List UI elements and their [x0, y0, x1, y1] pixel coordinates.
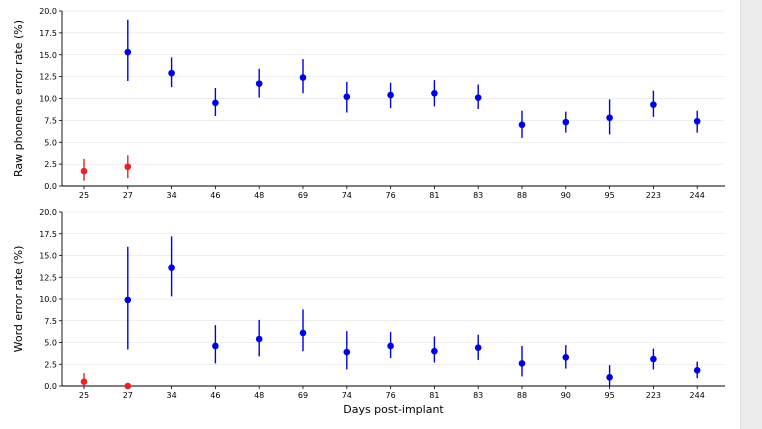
data-point — [693, 367, 701, 374]
data-point — [474, 344, 482, 352]
data-point — [124, 48, 132, 56]
y-tick-label: 12.5 — [39, 73, 57, 82]
x-tick-label: 34 — [167, 191, 177, 200]
y-tick-label: 12.5 — [39, 273, 57, 282]
data-point — [693, 117, 701, 125]
data-point — [299, 74, 307, 81]
x-tick-label: 83 — [473, 391, 483, 400]
y-tick-label: 0.0 — [44, 382, 57, 391]
x-tick-label: 88 — [517, 391, 527, 400]
data-point — [518, 121, 526, 129]
y-tick-label: 5.0 — [44, 138, 57, 147]
chart-panel-1: 0.0 2.5 5.0 7.5 10.0 12.5 15.0 17.5 20.0 25 27 34 46… — [12, 7, 725, 200]
x-tick-label: 88 — [517, 191, 527, 200]
x-tick-label: 95 — [605, 191, 615, 200]
x-axis-label: Days post-implant — [343, 403, 444, 416]
data-point — [343, 348, 351, 356]
y-axis-label: Word error rate (%) — [12, 246, 25, 353]
data-point — [562, 118, 570, 126]
data-point — [299, 329, 307, 337]
data-point — [343, 93, 351, 101]
y-tick-label: 20.0 — [39, 7, 57, 16]
y-tick-label: 10.0 — [39, 95, 57, 104]
y-tick-label: 17.5 — [39, 29, 57, 38]
y-tick-label: 10.0 — [39, 295, 57, 304]
x-tick-label: 244 — [690, 391, 705, 400]
data-point — [431, 89, 438, 97]
x-tick-label: 27 — [123, 191, 133, 200]
data-point — [124, 382, 132, 390]
x-tick-label: 25 — [79, 191, 89, 200]
y-tick-label: 0.0 — [44, 182, 57, 191]
y-tick-label: 7.5 — [44, 317, 57, 326]
data-point — [80, 167, 88, 175]
data-point — [212, 99, 219, 107]
x-tick-label: 76 — [386, 191, 396, 200]
data-point — [124, 296, 132, 304]
y-tick-label: 5.0 — [44, 339, 57, 348]
x-tick-label: 83 — [473, 191, 483, 200]
x-tick-label: 69 — [298, 191, 308, 200]
x-tick-label: 223 — [646, 191, 661, 200]
data-point — [606, 374, 613, 381]
data-point — [606, 114, 613, 122]
data-point — [518, 360, 526, 367]
x-tick-label: 46 — [210, 391, 220, 400]
chart-figure: 0.0 2.5 5.0 7.5 10.0 12.5 15.0 17.5 20.0 25 27 34 46… — [12, 7, 725, 416]
data-point — [650, 101, 657, 108]
x-tick-label: 74 — [342, 391, 352, 400]
data-point — [562, 353, 570, 361]
x-tick-label: 223 — [646, 391, 661, 400]
y-tick-label: 20.0 — [39, 208, 57, 217]
data-point — [650, 355, 657, 363]
y-tick-label: 17.5 — [39, 230, 57, 239]
data-point — [431, 347, 438, 355]
x-tick-label: 25 — [79, 391, 89, 400]
x-tick-label: 90 — [561, 391, 571, 400]
x-tick-label: 81 — [429, 391, 439, 400]
data-point — [80, 378, 88, 385]
y-tick-label: 2.5 — [44, 160, 57, 169]
x-tick-label: 74 — [342, 191, 352, 200]
data-point — [168, 69, 175, 77]
x-tick-label: 34 — [167, 391, 177, 400]
x-tick-label: 90 — [561, 191, 571, 200]
scrollbar-track[interactable] — [740, 0, 762, 429]
data-point — [387, 91, 394, 99]
data-point — [168, 264, 175, 271]
x-tick-label: 69 — [298, 391, 308, 400]
x-tick-label: 48 — [254, 391, 264, 400]
x-tick-label: 244 — [690, 191, 705, 200]
chart-panel-2: 0.0 2.5 5.0 7.5 10.0 12.5 15.0 17.5 20.0 25 27 34 46… — [12, 208, 725, 416]
data-point — [124, 163, 132, 171]
x-tick-label: 76 — [386, 391, 396, 400]
x-tick-label: 95 — [605, 391, 615, 400]
y-tick-label: 7.5 — [44, 116, 57, 125]
y-axis-label: Raw phoneme error rate (%) — [12, 20, 25, 177]
x-tick-label: 27 — [123, 391, 133, 400]
x-tick-label: 48 — [254, 191, 264, 200]
data-point — [212, 342, 219, 350]
data-point — [255, 80, 263, 87]
data-point — [387, 342, 394, 350]
data-point — [255, 335, 263, 343]
data-point — [474, 94, 482, 101]
y-tick-label: 15.0 — [39, 252, 57, 261]
x-tick-label: 46 — [210, 191, 220, 200]
y-tick-label: 15.0 — [39, 51, 57, 60]
y-tick-label: 2.5 — [44, 360, 57, 369]
x-tick-label: 81 — [429, 191, 439, 200]
